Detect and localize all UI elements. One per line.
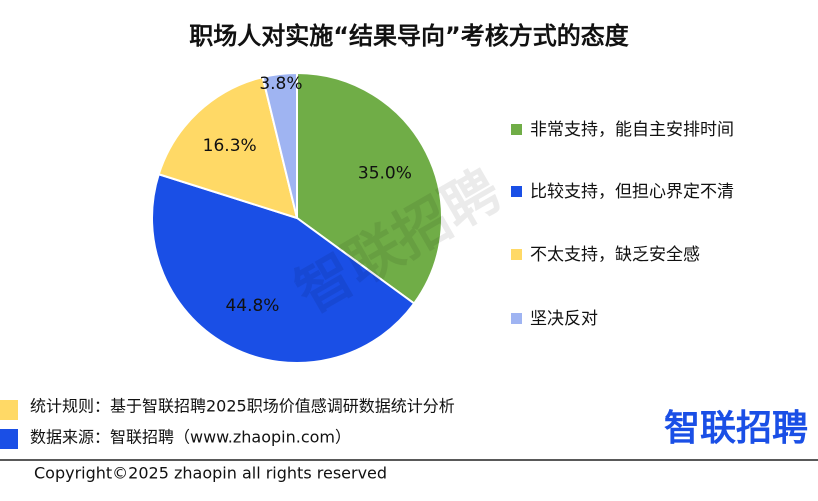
logo: 智联招聘 [664, 408, 808, 449]
legend-marker [511, 186, 522, 197]
value-label: 44.8% [225, 296, 279, 316]
legend-label: 不太支持，缺乏安全感 [530, 245, 700, 265]
legend-label: 坚决反对 [530, 309, 598, 329]
pie-slice [261, 71, 298, 219]
pie-slice [151, 172, 416, 364]
pie: 35.0% 44.8% 16.3% 3.8% [151, 71, 443, 364]
footer-note: 统计规则：基于智联招聘2025职场价值感调研数据统计分析 [30, 397, 455, 416]
legend-marker [511, 249, 522, 260]
legend-marker [511, 124, 522, 135]
value-label: 35.0% [358, 163, 412, 183]
note-marker [0, 400, 18, 420]
copyright: Copyright©2025 zhaopin all rights reserv… [34, 464, 387, 483]
note-marker [0, 429, 18, 449]
chart-title: 职场人对实施“结果导向”考核方式的态度 [189, 22, 630, 50]
legend-marker [511, 313, 522, 324]
legend-label: 比较支持，但担心界定不清 [530, 182, 734, 202]
pie-slice [157, 75, 299, 220]
value-label: 3.8% [259, 74, 302, 94]
value-label: 16.3% [203, 136, 257, 156]
legend-label: 非常支持，能自主安排时间 [530, 120, 734, 140]
footer-note: 数据来源：智联招聘（www.zhaopin.com） [30, 428, 351, 447]
pie-slice [296, 71, 443, 305]
